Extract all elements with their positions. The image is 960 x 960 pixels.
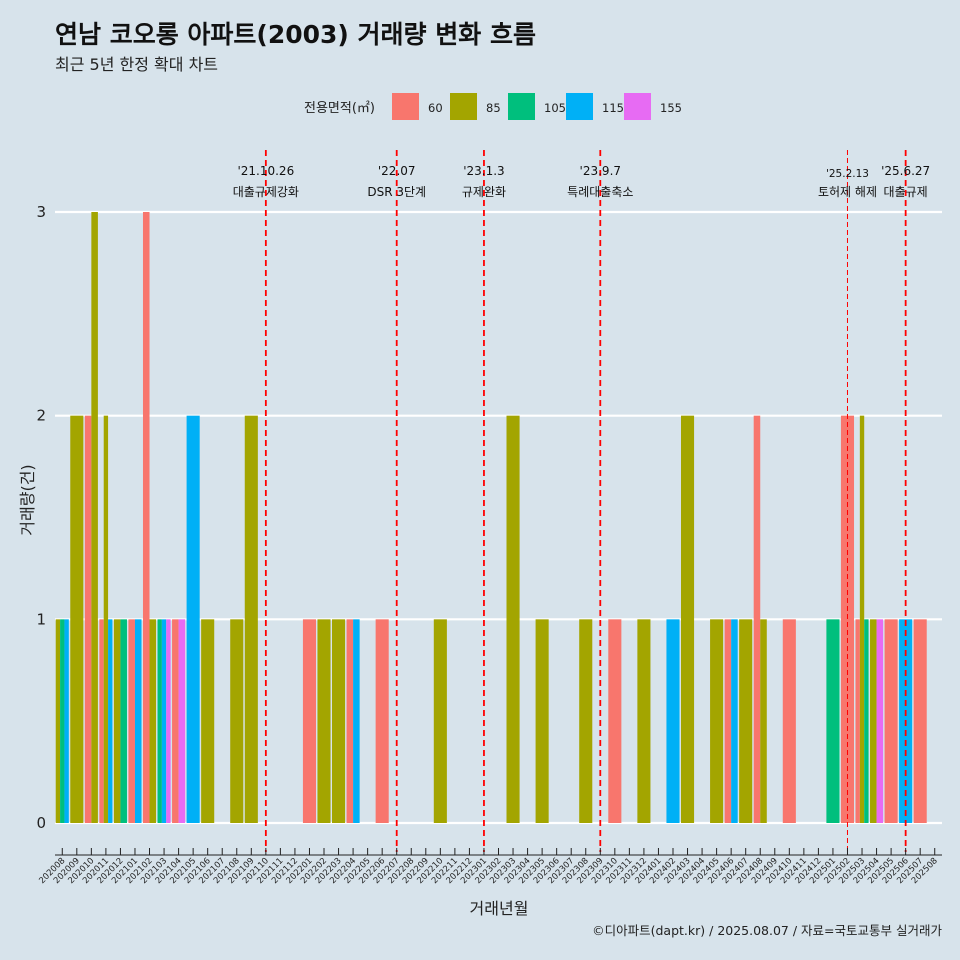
event-label-202207: DSR 3단계 [367,185,426,199]
event-label-202110: 대출규제강화 [233,185,299,199]
bar-202203-85 [332,619,346,823]
bar-202102-85 [149,619,157,823]
bar-202102-60 [142,212,150,823]
bar-202503-105 [864,619,869,823]
bar-202507-60 [913,619,927,823]
bar-202008-105 [60,619,65,823]
event-label-202301: 규제완화 [462,185,506,199]
bar-202012-85 [113,619,121,823]
bar-202406-115 [731,619,738,823]
bar-202408-60 [753,415,761,823]
bar-202210-85 [433,619,447,823]
bar-202204-115 [353,619,360,823]
y-tick-label: 2 [36,407,46,425]
legend-label-115: 115 [602,101,624,115]
bar-202008-85 [55,619,61,823]
chart-subtitle: 최근 5년 한정 확대 차트 [55,55,218,74]
event-date-202309: '23.9.7 [580,164,621,178]
y-tick-label: 1 [36,610,46,628]
bar-202109-85 [244,415,258,823]
y-axis: 0 1 2 3 [36,203,46,832]
bar-202505-60 [884,619,898,823]
y-tick-label: 3 [36,203,46,221]
event-date-202502: '25.2.13 [826,168,869,180]
bar-202008-115 [64,619,69,823]
legend-label-105: 105 [544,101,566,115]
legend-key-105 [508,93,535,120]
bar-202105-115 [186,415,200,823]
legend-key-155 [624,93,651,120]
bar-202201-60 [302,619,317,823]
bar-202308-85 [579,619,593,823]
bar-202103-115 [161,619,167,823]
bar-202104-60 [172,619,179,823]
bar-202010-85 [91,212,98,823]
legend-key-85 [450,93,477,120]
bar-202010-60 [84,415,92,823]
event-date-202506: '25.6.27 [881,164,930,178]
bar-202101-115 [134,619,142,823]
event-label-202506: 대출규제 [884,185,928,199]
event-date-202301: '23.1.3 [463,164,504,178]
bar-202103-105 [157,619,162,823]
bar-202101-60 [128,619,135,823]
bar-202405-85 [710,619,724,823]
bar-202406-60 [724,619,732,823]
legend-label-155: 155 [660,101,682,115]
legend-key-60 [392,93,419,120]
bar-202312-85 [637,619,651,823]
bar-202503-60 [855,619,860,823]
bar-202204-60 [346,619,354,823]
legend-label-60: 60 [428,101,443,115]
y-tick-label: 0 [36,814,46,832]
bar-202501-105 [826,619,840,823]
bar-202303-85 [506,415,520,823]
bar-202108-85 [230,619,244,823]
bar-202206-60 [375,619,389,823]
legend-title: 전용면적(㎡) [304,101,375,116]
y-axis-title: 거래량(건) [18,464,37,535]
bar-202310-60 [608,619,622,823]
event-label-202309: 특례대출축소 [567,185,633,199]
caption: ©디아파트(dapt.kr) / 2025.08.07 / 자료=국토교통부 실… [592,923,942,938]
legend-label-85: 85 [486,101,501,115]
chart-title: 연남 코오롱 아파트(2003) 거래량 변화 흐름 [55,20,536,49]
bar-202011-115 [108,619,113,823]
bar-202408-85 [760,619,767,823]
bar-202202-85 [317,619,331,823]
event-lines: '21.10.26 대출규제강화 '22.07 DSR 3단계 '23.1.3 규제완화 '… [233,150,930,852]
x-axis-title: 거래년월 [470,899,529,918]
bar-202410-60 [782,619,796,823]
event-date-202207: '22.07 [378,164,416,178]
bar-202305-85 [535,619,549,823]
event-label-202502: 토허제 해제 [818,185,877,199]
bars [55,212,927,823]
bar-202012-105 [120,619,127,823]
bar-202104-155 [178,619,186,823]
bar-202009-85 [70,415,84,823]
bar-202103-155 [166,619,171,823]
legend: 전용면적(㎡) 60 85 105 115 155 [304,93,682,120]
bar-202502-60 [840,415,855,823]
bar-202106-85 [201,619,215,823]
bar-202011-60 [99,619,104,823]
x-axis: 2020082020092020102020112020122021012021… [37,848,942,886]
bar-202504-155 [876,619,884,823]
bar-202402-115 [666,619,680,823]
event-date-202110: '21.10.26 [237,164,294,178]
bar-202403-85 [680,415,695,823]
bar-202503-85 [859,415,865,823]
bar-202011-85 [103,415,109,823]
bar-202504-85 [870,619,877,823]
bar-202407-85 [739,619,753,823]
legend-key-115 [566,93,593,120]
